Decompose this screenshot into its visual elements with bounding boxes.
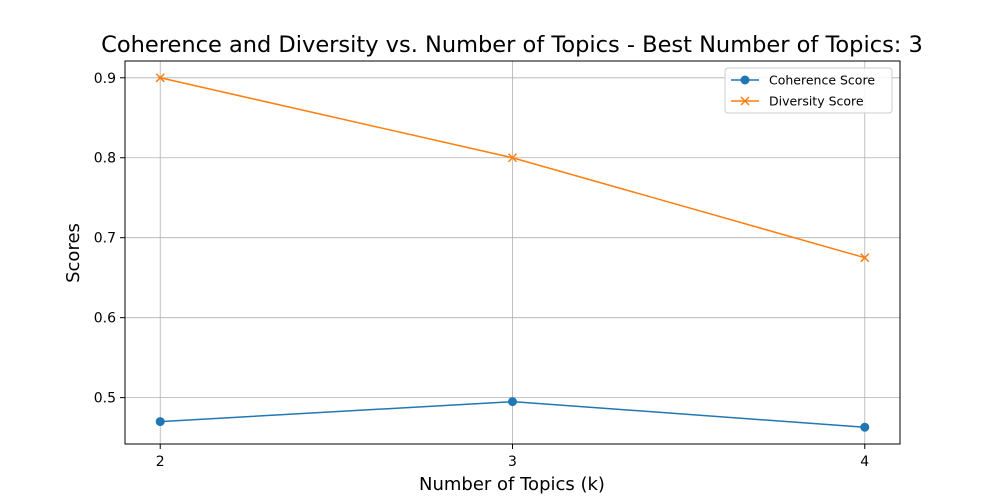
- chart-title: Coherence and Diversity vs. Number of To…: [101, 32, 923, 58]
- marker-stroke: [155, 73, 165, 83]
- legend: Coherence Score Diversity Score: [724, 67, 893, 114]
- legend-swatch-marker: [740, 96, 750, 106]
- ticks: 2 3 4 0.5 0.6 0.7 0.8 0.9: [94, 71, 870, 470]
- series-layer: [155, 73, 870, 432]
- marker-stroke: [860, 253, 870, 263]
- diversity-score-point: [860, 253, 870, 263]
- y-tick-label: 0.6: [94, 311, 116, 327]
- legend-label: Coherence Score: [769, 73, 875, 88]
- x-tick-label: 4: [860, 454, 869, 470]
- x-axis-title: Number of Topics (k): [419, 474, 605, 495]
- marker-stroke: [507, 153, 518, 163]
- coherence-score-point: [508, 397, 517, 407]
- legend-label: Diversity Score: [769, 94, 864, 109]
- legend-box: [724, 67, 893, 114]
- diversity-score-point: [507, 153, 518, 163]
- y-tick-label: 0.8: [94, 151, 116, 167]
- diversity-score-series: [155, 73, 870, 263]
- legend-item-diversity-score: Diversity Score: [731, 94, 864, 109]
- coherence-score-series: [155, 397, 870, 432]
- y-tick-label: 0.9: [94, 71, 116, 87]
- x-tick-label: 3: [508, 454, 517, 470]
- coherence-score-point: [860, 422, 870, 432]
- marker-stroke: [740, 96, 750, 106]
- grid: [125, 61, 900, 444]
- y-tick-label: 0.7: [94, 231, 116, 247]
- y-tick-label: 0.5: [94, 391, 116, 407]
- coherence-score-point: [155, 417, 165, 427]
- y-axis-title: Scores: [63, 223, 84, 283]
- x-tick-label: 2: [156, 454, 165, 470]
- diversity-score-point: [155, 73, 165, 83]
- legend-item-coherence-score: Coherence Score: [731, 73, 875, 88]
- legend-swatch-marker: [740, 75, 750, 85]
